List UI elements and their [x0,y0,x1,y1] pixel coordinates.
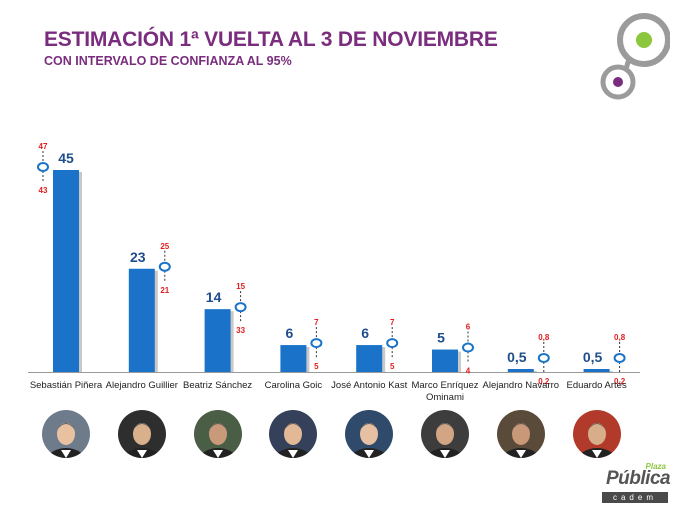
ci-upper-label: 47 [39,142,48,151]
brand-publica: Pública [606,468,671,489]
value-label: 6 [286,325,294,341]
brand-cadem: cadem [602,492,668,503]
ci-upper-label: 7 [390,318,395,327]
ci-marker [462,342,474,353]
ci-marker [158,261,171,272]
chart-title: ESTIMACIÓN 1ª VUELTA AL 3 DE NOVIEMBRE [44,28,498,51]
ci-marker [386,338,399,349]
photo-beatriz-sanchez [193,410,242,458]
value-label: 45 [58,150,74,166]
bar [280,345,307,372]
photo-sebastian-pinera [42,410,90,458]
value-label: 23 [130,249,146,265]
ci-marker [37,162,49,172]
bar [356,345,383,372]
photo-eduardo-artes [572,410,621,458]
ci-lower-label: 43 [39,186,48,195]
bar [507,369,534,372]
ci-lower-label: 0,2 [538,377,550,386]
photo-alejandro-navarro [496,410,545,458]
ci-upper-label: 25 [160,242,169,251]
candidate-name: Eduardo Artés [566,380,627,391]
ci-upper-label: 6 [466,323,471,332]
candidate-name: Sebastián Piñera [29,380,103,391]
ci-lower-label: 4 [466,367,471,376]
value-label: 5 [437,330,445,346]
ci-upper-label: 0,8 [614,333,626,342]
photo-carolina-goic [269,410,318,458]
brand-plaza: Plaza [645,462,666,471]
ci-lower-label: 5 [390,362,395,371]
candidate-name: Alejandro Guillier [105,380,178,391]
ci-marker [613,353,626,363]
ci-upper-label: 0,8 [538,333,550,342]
ci-lower-label: 5 [314,362,319,371]
candidate-name: Beatriz Sánchez [183,380,253,391]
ci-upper-label: 7 [314,318,319,327]
photo-alejandro-guillier [117,410,166,458]
bar [432,349,458,372]
ci-marker [310,338,323,349]
photo-jose-antonio-kast [345,410,394,458]
ci-upper-label: 15 [236,282,245,291]
ci-lower-label: 33 [236,326,245,335]
cadem-circles-icon [598,12,671,107]
photo-marco-enriquez-ominami [421,410,469,458]
ci-lower-label: 0,2 [614,377,626,386]
plaza-publica-logo: Plaza Pública cadem [596,462,674,504]
ci-marker [537,353,550,363]
value-label: 0,5 [507,349,527,365]
bar [128,268,155,372]
bar [204,309,231,372]
value-label: 6 [361,325,369,341]
candidate-name: José Antonio Kast [331,380,408,391]
value-label: 0,5 [583,349,603,365]
ci-marker [234,302,247,313]
bar [583,369,610,372]
value-label: 14 [206,289,222,305]
candidate-name: Carolina Goic [264,380,323,391]
candidate-name: Marco Enríquez Ominami [411,380,479,403]
ci-lower-label: 21 [160,286,169,295]
chart-subtitle: CON INTERVALO DE CONFIANZA AL 95% [44,54,292,68]
candidate-name: Alejandro Navarro [482,380,560,391]
bar [53,170,79,372]
